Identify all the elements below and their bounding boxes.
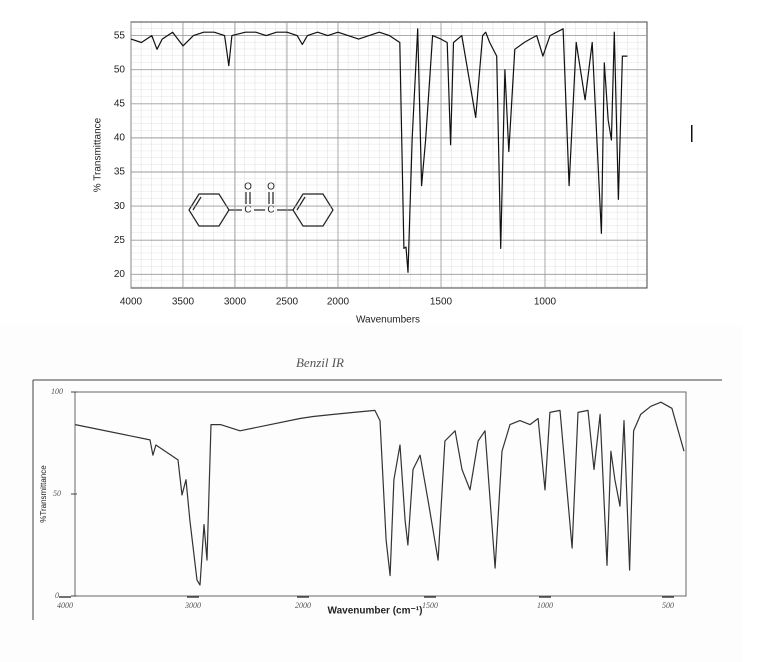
y-tick-label: 100 xyxy=(51,387,63,396)
structure-labels: O O C C xyxy=(244,182,275,216)
x-tick-label: 2000 xyxy=(295,601,311,610)
spectrum-line xyxy=(75,401,685,586)
y-tick-label: 30 xyxy=(114,201,126,212)
x-tick-label: 1000 xyxy=(537,601,553,610)
x-tick-label: 4000 xyxy=(120,297,143,308)
y-tick-label: 20 xyxy=(114,269,126,280)
x-tick-label: 1500 xyxy=(430,297,453,308)
x-tick-label: 3500 xyxy=(172,297,195,308)
spectrum-line xyxy=(130,28,628,273)
x-tick-label: 1500 xyxy=(422,601,438,610)
y-tick-label: 25 xyxy=(114,235,126,246)
x-tick-label: 3000 xyxy=(184,601,201,610)
atom: C xyxy=(244,205,251,216)
y-tick-label: 50 xyxy=(114,64,126,75)
y-tick-label: 40 xyxy=(114,133,126,144)
x-tick-label: 3000 xyxy=(224,297,247,308)
x-tick-label: 2000 xyxy=(327,297,350,308)
structure xyxy=(188,192,334,227)
x-tick-label: 500 xyxy=(662,601,674,610)
x-axis-label: Wavenumber (cm⁻¹) xyxy=(328,606,423,617)
cursor xyxy=(691,125,693,142)
plot-frame xyxy=(130,21,648,289)
y-tick-label: 55 xyxy=(114,30,126,41)
x-tick-label: 1000 xyxy=(534,297,557,308)
y-tick-label: 50 xyxy=(53,489,61,498)
x-tick-label: 2500 xyxy=(276,297,299,308)
x-axis-label: Wavenumbers xyxy=(356,315,420,326)
y-tick-label: 0 xyxy=(55,591,59,600)
scan-bg xyxy=(0,325,743,662)
y-axis-label: % Transmittance xyxy=(93,117,104,192)
y-tick-label: 45 xyxy=(114,98,126,109)
atom: O xyxy=(267,182,275,193)
atom: C xyxy=(267,205,274,216)
x-tick-label: 4000 xyxy=(57,601,73,610)
atom: O xyxy=(244,182,252,193)
y-axis-label: %Transmittance xyxy=(39,465,48,523)
chart-title: Benzil IR xyxy=(296,355,344,370)
y-tick-label: 35 xyxy=(114,167,126,178)
